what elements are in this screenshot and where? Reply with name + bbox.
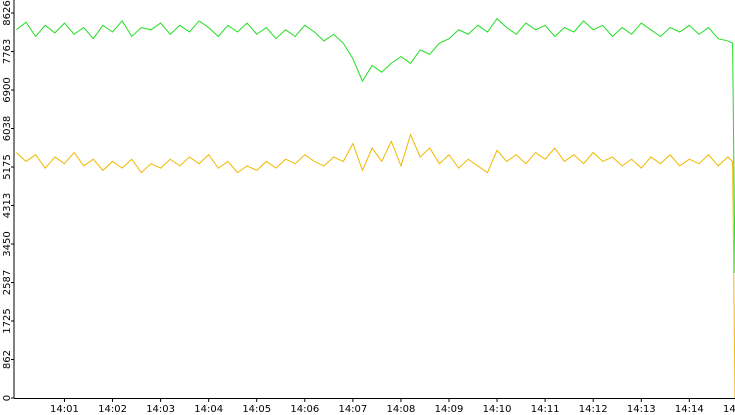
x-tick-label: 14:07 — [338, 404, 367, 415]
y-tick-label: 6900 — [2, 77, 13, 102]
x-tick-label: 14:09 — [435, 404, 464, 415]
x-tick-label: 14:08 — [387, 404, 416, 415]
x-tick-label: 14:12 — [579, 404, 608, 415]
y-tick-label: 2587 — [2, 270, 13, 295]
series-line — [16, 133, 735, 399]
y-tick-label: 7763 — [2, 39, 13, 64]
x-tick-label: 14:01 — [50, 404, 79, 415]
x-tick-label: 14:05 — [242, 404, 271, 415]
x-tick-label: 14:13 — [627, 404, 656, 415]
x-tick-label: 14:14 — [675, 404, 704, 415]
x-tick-label: 14:11 — [531, 404, 560, 415]
y-tick-label: 4313 — [2, 193, 13, 218]
y-tick-label: 6038 — [2, 116, 13, 141]
y-tick-label: 8626 — [2, 0, 13, 25]
y-tick-label: 3450 — [2, 231, 13, 256]
y-tick-label: 0 — [2, 395, 13, 401]
x-tick-label: 14:02 — [98, 404, 127, 415]
y-tick-label: 5175 — [2, 154, 13, 179]
y-tick-label: 1725 — [2, 308, 13, 333]
x-tick-label: 14:03 — [146, 404, 175, 415]
y-tick-label: 862 — [2, 350, 13, 369]
x-tick-label: 14:15 — [723, 404, 735, 415]
x-tick-label: 14:04 — [194, 404, 223, 415]
series-line — [16, 17, 735, 274]
x-tick-label: 14:06 — [290, 404, 319, 415]
x-tick-label: 14:10 — [483, 404, 512, 415]
